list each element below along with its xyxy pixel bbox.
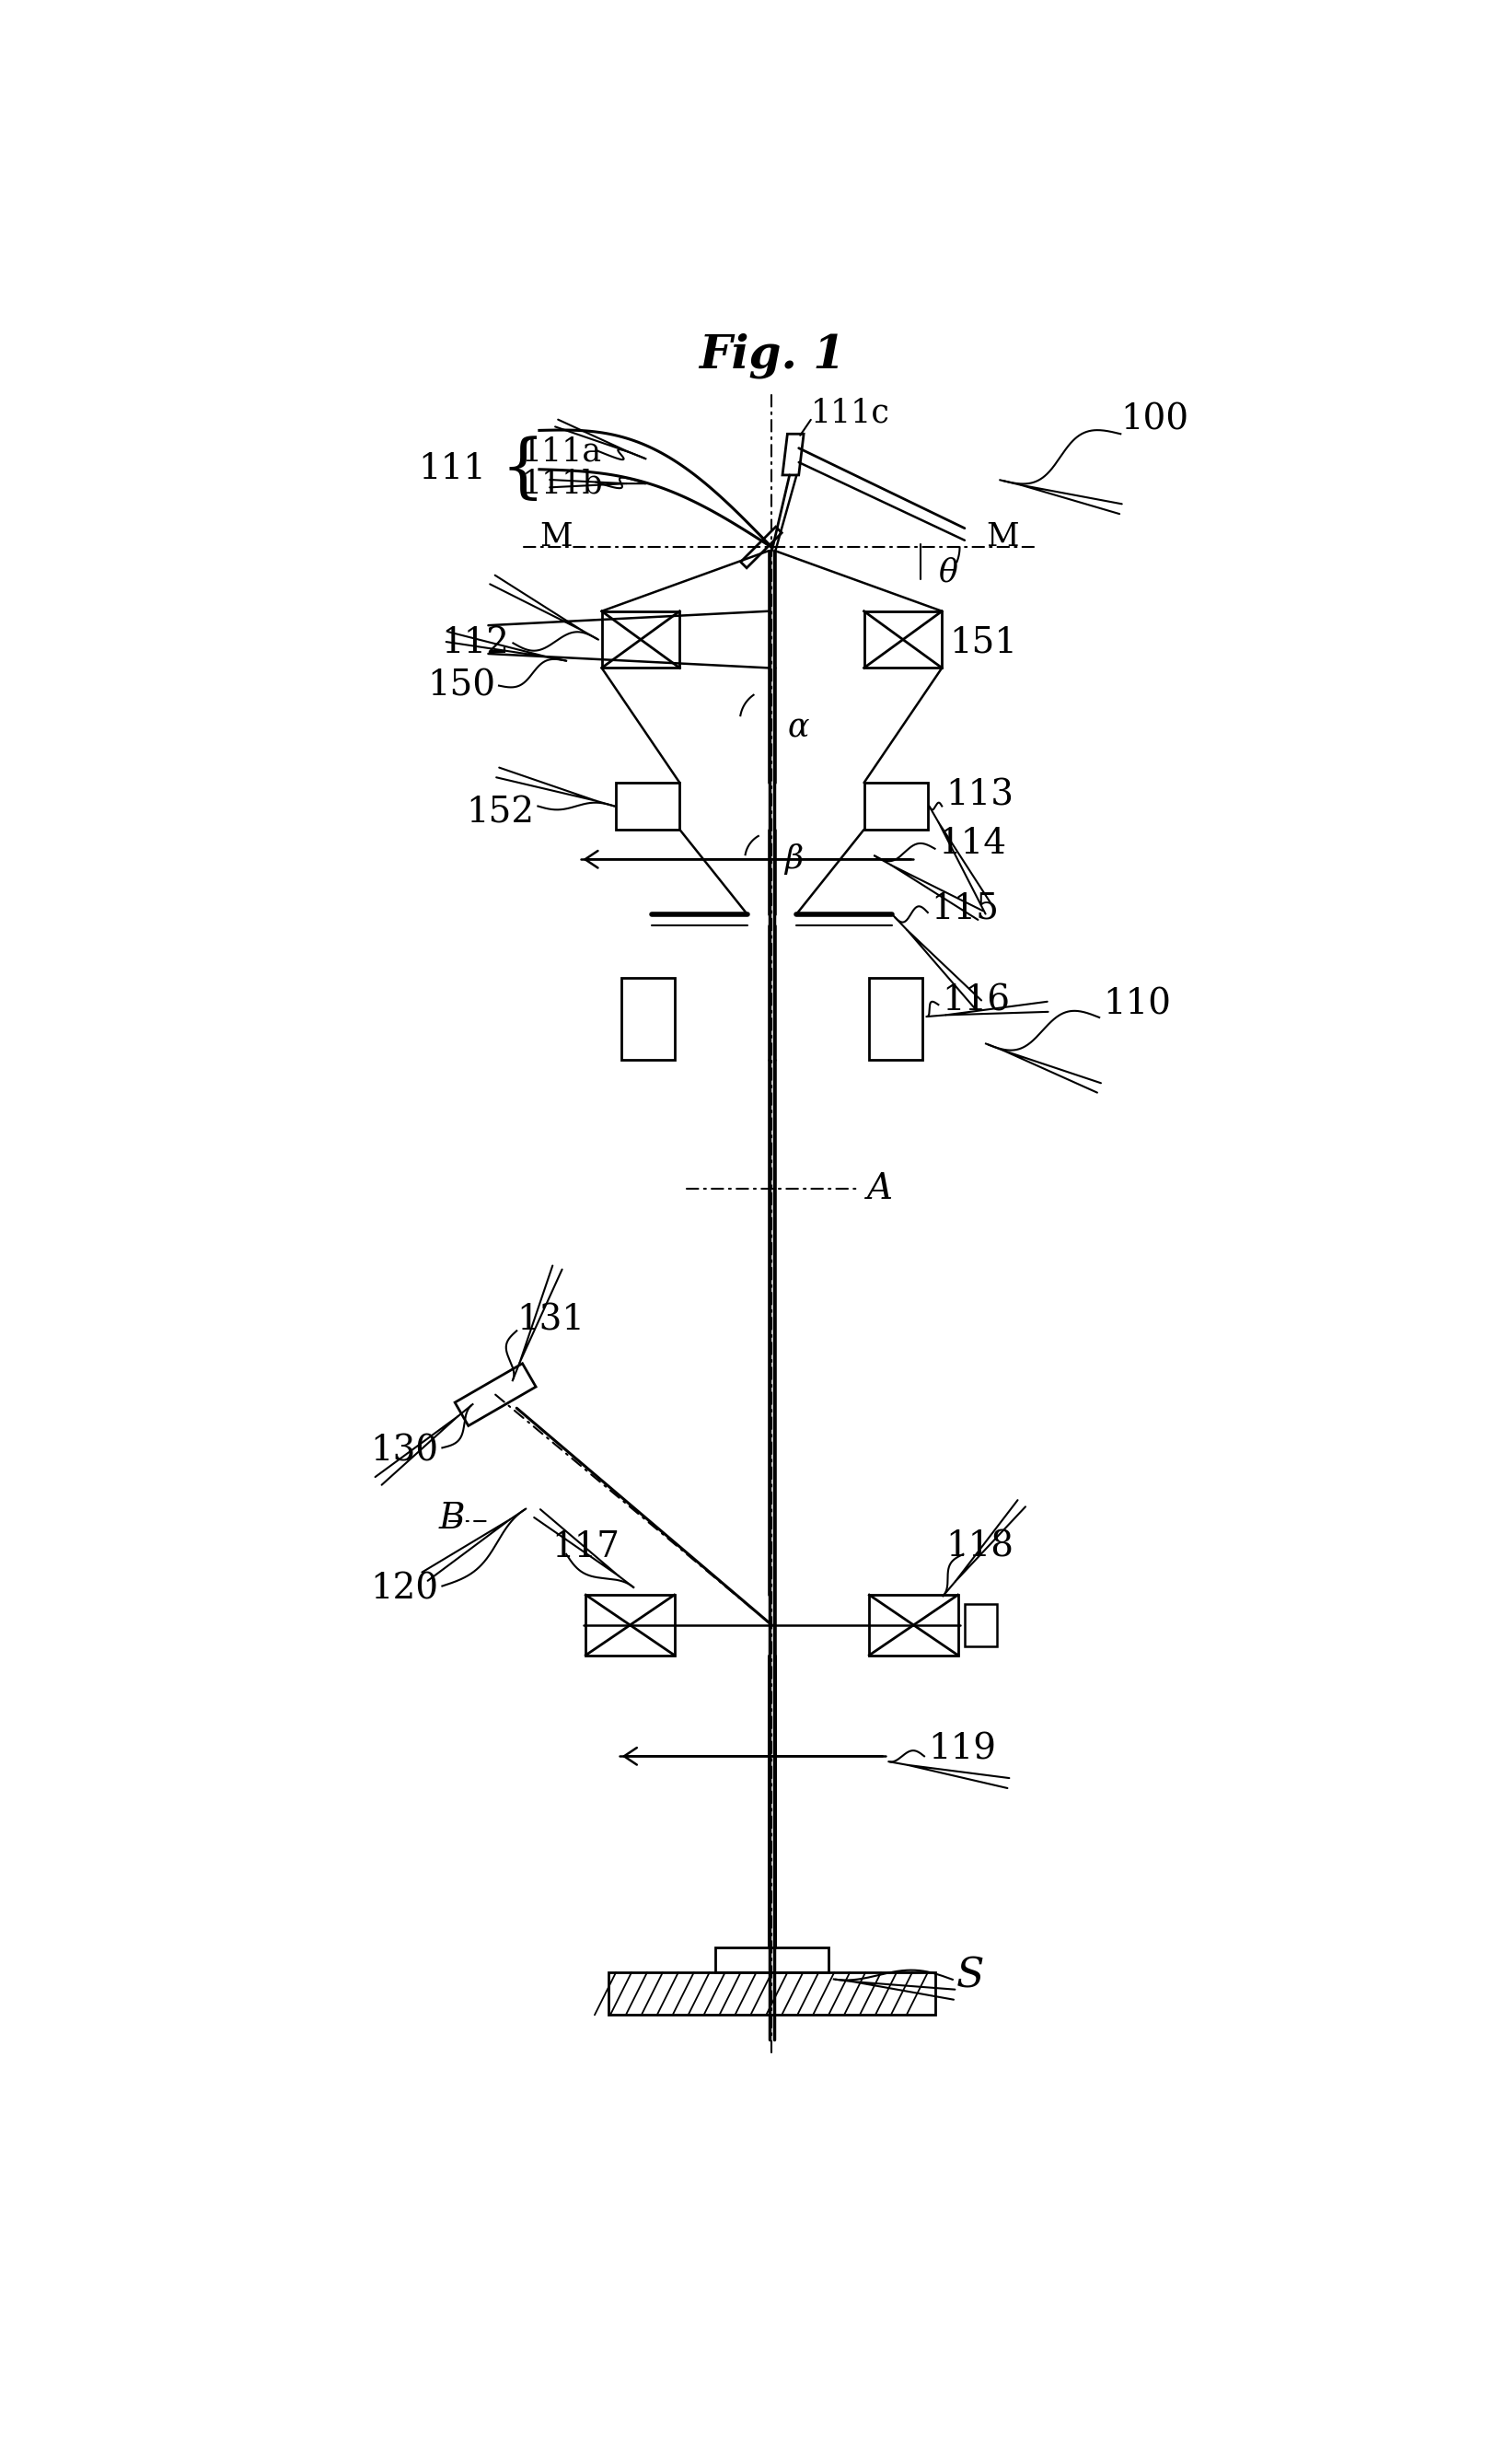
Bar [602, 611, 679, 668]
Polygon shape [455, 1363, 536, 1427]
Text: 120: 120 [370, 1572, 438, 1607]
Text: 115: 115 [931, 892, 1000, 926]
Bar [586, 1594, 675, 1656]
Bar [715, 1947, 828, 1974]
Text: θ: θ [938, 557, 958, 589]
Polygon shape [741, 527, 782, 567]
Text: 130: 130 [370, 1434, 438, 1469]
Bar [869, 978, 923, 1060]
Text: 113: 113 [946, 779, 1014, 813]
Text: 117: 117 [553, 1530, 620, 1565]
Text: 112: 112 [441, 626, 509, 660]
Text: M: M [986, 520, 1018, 552]
Text: A: A [867, 1173, 893, 1205]
Bar [620, 978, 675, 1060]
Text: Fig. 1: Fig. 1 [699, 333, 845, 379]
Text: β: β [785, 843, 803, 875]
Text: B: B [438, 1501, 465, 1535]
Text: 150: 150 [428, 668, 495, 702]
Bar [864, 784, 928, 830]
Text: 111a: 111a [521, 436, 602, 468]
Text: 111: 111 [419, 453, 486, 485]
Text: 119: 119 [928, 1732, 995, 1767]
Text: M: M [539, 520, 572, 552]
Text: α: α [788, 712, 809, 744]
Bar [608, 1974, 935, 2016]
Text: 100: 100 [1120, 402, 1188, 436]
Text: 111c: 111c [810, 397, 890, 429]
Text: 118: 118 [946, 1530, 1014, 1565]
Text: 152: 152 [467, 796, 535, 830]
Bar [864, 611, 941, 668]
Bar [616, 784, 679, 830]
Text: 114: 114 [938, 828, 1006, 860]
Text: 131: 131 [517, 1303, 584, 1338]
Text: {: { [500, 436, 545, 503]
Text: 151: 151 [949, 626, 1017, 660]
Text: S: S [956, 1956, 985, 1996]
Bar [965, 1604, 997, 1646]
Text: 110: 110 [1102, 988, 1172, 1023]
Bar [869, 1594, 958, 1656]
Text: 111b: 111b [521, 468, 604, 500]
Text: 116: 116 [941, 983, 1011, 1018]
